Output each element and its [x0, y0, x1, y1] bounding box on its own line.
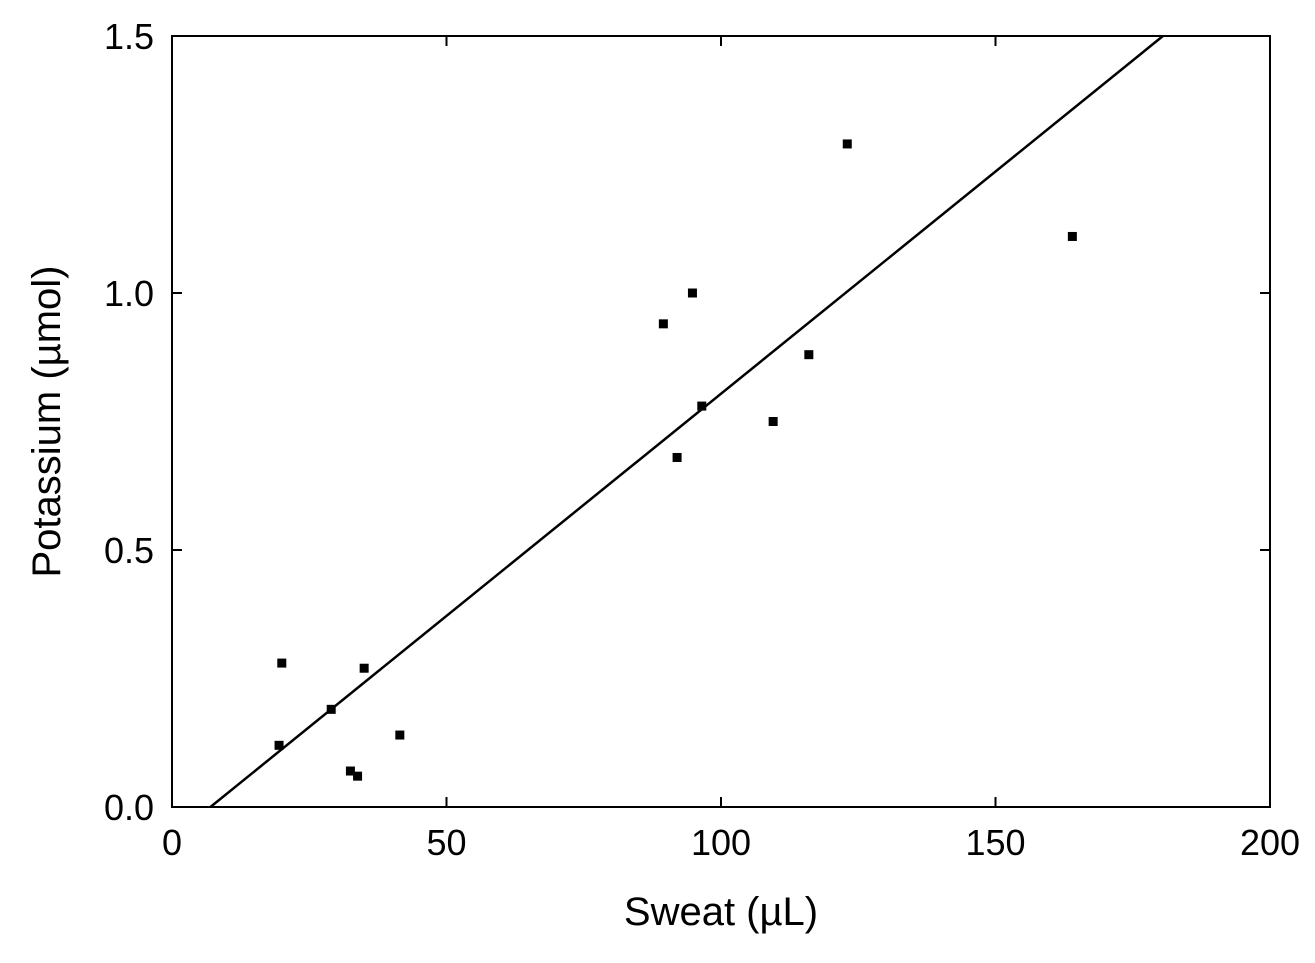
data-point	[697, 401, 707, 411]
y-tick-label: 1.0	[104, 273, 154, 314]
data-point	[804, 350, 814, 360]
regression-line	[209, 35, 1164, 808]
y-tick-label: 0.5	[104, 530, 154, 571]
plot-area-border	[171, 35, 1271, 808]
x-tick-label: 0	[162, 822, 182, 863]
x-tick-label: 200	[1240, 822, 1300, 863]
plot-frame	[171, 35, 1271, 808]
data-point	[672, 452, 682, 462]
y-tick-label: 1.5	[104, 16, 154, 57]
x-tick-label: 100	[691, 822, 751, 863]
data-point	[658, 319, 668, 329]
data-point	[326, 704, 336, 714]
data-point	[842, 139, 852, 149]
x-tick-label: 50	[426, 822, 466, 863]
data-points-group	[274, 139, 1077, 781]
data-point	[359, 663, 369, 673]
y-axis-label: Potassium (µmol)	[25, 266, 69, 578]
data-point	[277, 658, 287, 668]
data-point	[353, 771, 363, 781]
data-point	[345, 766, 355, 776]
data-point	[768, 417, 778, 426]
data-point	[274, 740, 284, 750]
data-point	[1067, 231, 1077, 241]
x-tick-label: 150	[965, 822, 1025, 863]
y-tick-label: 0.0	[104, 787, 154, 828]
x-axis-label: Sweat (µL)	[624, 890, 818, 934]
regression-line-group	[209, 35, 1164, 808]
data-point	[687, 288, 697, 298]
y-axis-ticks: 0.0 0.5 1.0 1.5	[104, 16, 1270, 828]
data-point	[395, 730, 405, 740]
x-axis-ticks: 0 50 100 150 200	[162, 36, 1300, 863]
